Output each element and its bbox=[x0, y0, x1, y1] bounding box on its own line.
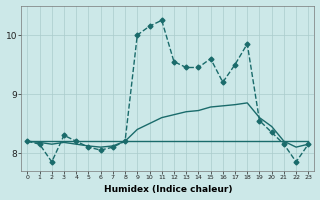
X-axis label: Humidex (Indice chaleur): Humidex (Indice chaleur) bbox=[104, 185, 232, 194]
